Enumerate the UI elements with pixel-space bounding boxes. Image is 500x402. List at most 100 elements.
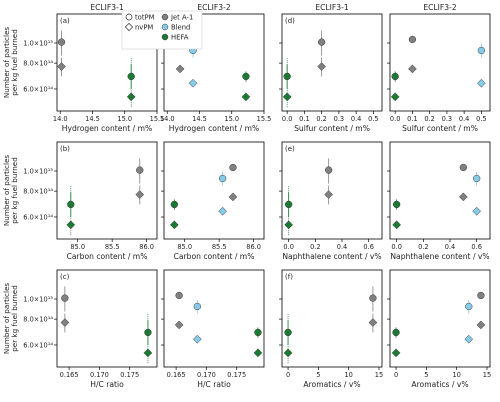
panel-label: (c): [60, 273, 70, 281]
x-tick-label: 0.6: [363, 243, 374, 251]
y-axis-labels: Number of particles per kg fuel burned Num…: [2, 27, 19, 354]
data-point-nvpm: [126, 92, 136, 102]
x-tick-label: 0.0: [390, 115, 401, 123]
data-point-totpm: [318, 38, 326, 46]
x-tick-label: 0.2: [316, 115, 327, 123]
data-point-totpm: [242, 72, 250, 81]
panel-frame: [163, 13, 265, 112]
data-point-nvpm: [143, 348, 153, 358]
data-point-nvpm: [60, 318, 70, 327]
y-tick-label: 6.0×10¹⁴: [23, 213, 53, 221]
x-tick-label: 15.5: [150, 115, 165, 123]
x-tick-label: 0.0: [282, 115, 293, 123]
data-point-nvpm: [391, 348, 401, 358]
data-point-totpm: [193, 302, 201, 311]
data-point-nvpm: [317, 62, 327, 71]
data-point-totpm: [392, 328, 400, 337]
x-tick-label: 0.170: [197, 371, 216, 379]
x-axis-label: Naphthalene content / v%: [390, 252, 489, 261]
data-point-nvpm: [477, 78, 486, 88]
x-axis-label: Hydrogen content / m%: [62, 124, 152, 133]
x-tick-label: 85.5: [105, 243, 120, 251]
data-point-nvpm: [135, 190, 145, 199]
x-axis-label: Aromatics / v%: [303, 380, 360, 389]
panels: 6.0×10¹⁴ 8.0×10¹⁴ 1.0×10¹⁵ 14.0 14.5 15.0 15.5…: [23, 13, 491, 389]
data-point-totpm: [325, 166, 333, 174]
data-point-nvpm: [218, 206, 227, 216]
x-axis-label: Aromatics / v%: [411, 380, 468, 389]
y-axis-label: Number of particles: [2, 27, 11, 98]
x-tick-label: 0.3: [442, 115, 453, 123]
legend-marker: [124, 22, 134, 32]
x-tick-label: 0.170: [90, 371, 109, 379]
data-point-nvpm: [253, 348, 263, 358]
data-point-nvpm: [174, 320, 184, 330]
panel-label: (d): [285, 17, 295, 25]
data-point-totpm: [57, 38, 66, 46]
column-title: ECLIF3-1: [315, 3, 349, 12]
panel-frame: [56, 269, 158, 368]
data-point-totpm: [229, 163, 237, 172]
x-tick-label: 0.1: [299, 115, 310, 123]
legend-entry-label: Blend: [171, 23, 190, 31]
y-tick-label: 6.0×10¹⁴: [23, 341, 53, 349]
panel: 0 5 10 15 Aromatics / v%: [387, 269, 491, 389]
x-tick-label: 0.5: [476, 115, 487, 123]
data-point-totpm: [391, 72, 399, 81]
data-point-nvpm: [66, 220, 76, 230]
data-point-nvpm: [464, 334, 474, 344]
panel-label: (a): [60, 17, 70, 25]
panel-frame: [389, 141, 491, 240]
legend-entry-label: HEFA: [171, 33, 189, 41]
x-tick-label: 86.0: [246, 243, 261, 251]
data-point-nvpm: [192, 334, 202, 344]
y-axis-label: per kg fuel burned: [10, 285, 19, 352]
x-tick-label: 15.0: [117, 115, 132, 123]
data-point-totpm: [369, 294, 377, 302]
legend-entry-label: Jet A-1: [170, 13, 193, 21]
data-point-nvpm: [169, 220, 179, 230]
data-point-nvpm: [324, 190, 334, 199]
data-point-nvpm: [188, 78, 198, 88]
x-tick-label: 0: [394, 371, 398, 379]
x-tick-label: 0: [286, 371, 290, 379]
data-point-totpm: [393, 200, 401, 209]
panel: 0 5 10 15 Aromatics / v% (f): [279, 269, 383, 389]
panel-frame: [389, 13, 491, 112]
column-title: ECLIF3-2: [197, 3, 231, 12]
y-tick-label: 6.0×10¹⁴: [23, 85, 53, 93]
data-point-totpm: [175, 291, 183, 300]
x-tick-label: 14.5: [192, 115, 207, 123]
x-tick-label: 0.2: [418, 243, 429, 251]
legend: totPM nvPM Jet A-1 Blend HEFA: [121, 10, 203, 50]
data-point-totpm: [136, 166, 144, 174]
panel-frame: [163, 269, 265, 368]
data-point-totpm: [473, 174, 481, 183]
panel-label: (f): [285, 273, 293, 281]
x-tick-label: 86.0: [139, 243, 154, 251]
y-axis-label: Number of particles: [2, 155, 11, 226]
column-title: ECLIF3-1: [90, 3, 124, 12]
x-tick-label: 15: [483, 371, 491, 379]
legend-entry-label: totPM: [135, 13, 155, 21]
x-tick-label: 85.5: [212, 243, 227, 251]
x-tick-label: 15.5: [257, 115, 272, 123]
x-axis-label: Hydrogen content / m%: [169, 124, 259, 133]
x-tick-label: 0.0: [391, 243, 402, 251]
x-tick-label: 5: [316, 371, 320, 379]
x-axis-label: Carbon content / m%: [174, 252, 255, 261]
data-point-totpm: [459, 163, 467, 172]
data-point-nvpm: [408, 64, 417, 74]
x-tick-label: 15: [375, 371, 383, 379]
x-axis-label: Sulfur content / m%: [402, 124, 478, 133]
data-point-nvpm: [57, 62, 66, 71]
x-tick-label: 85.0: [177, 243, 192, 251]
data-point-nvpm: [476, 320, 486, 330]
x-tick-label: 10: [452, 371, 460, 379]
column-titles: ECLIF3-1 ECLIF3-2 ECLIF3-1 ECLIF3-2: [90, 3, 457, 12]
panel-frame: [281, 141, 383, 240]
panel-frame: [163, 141, 265, 240]
